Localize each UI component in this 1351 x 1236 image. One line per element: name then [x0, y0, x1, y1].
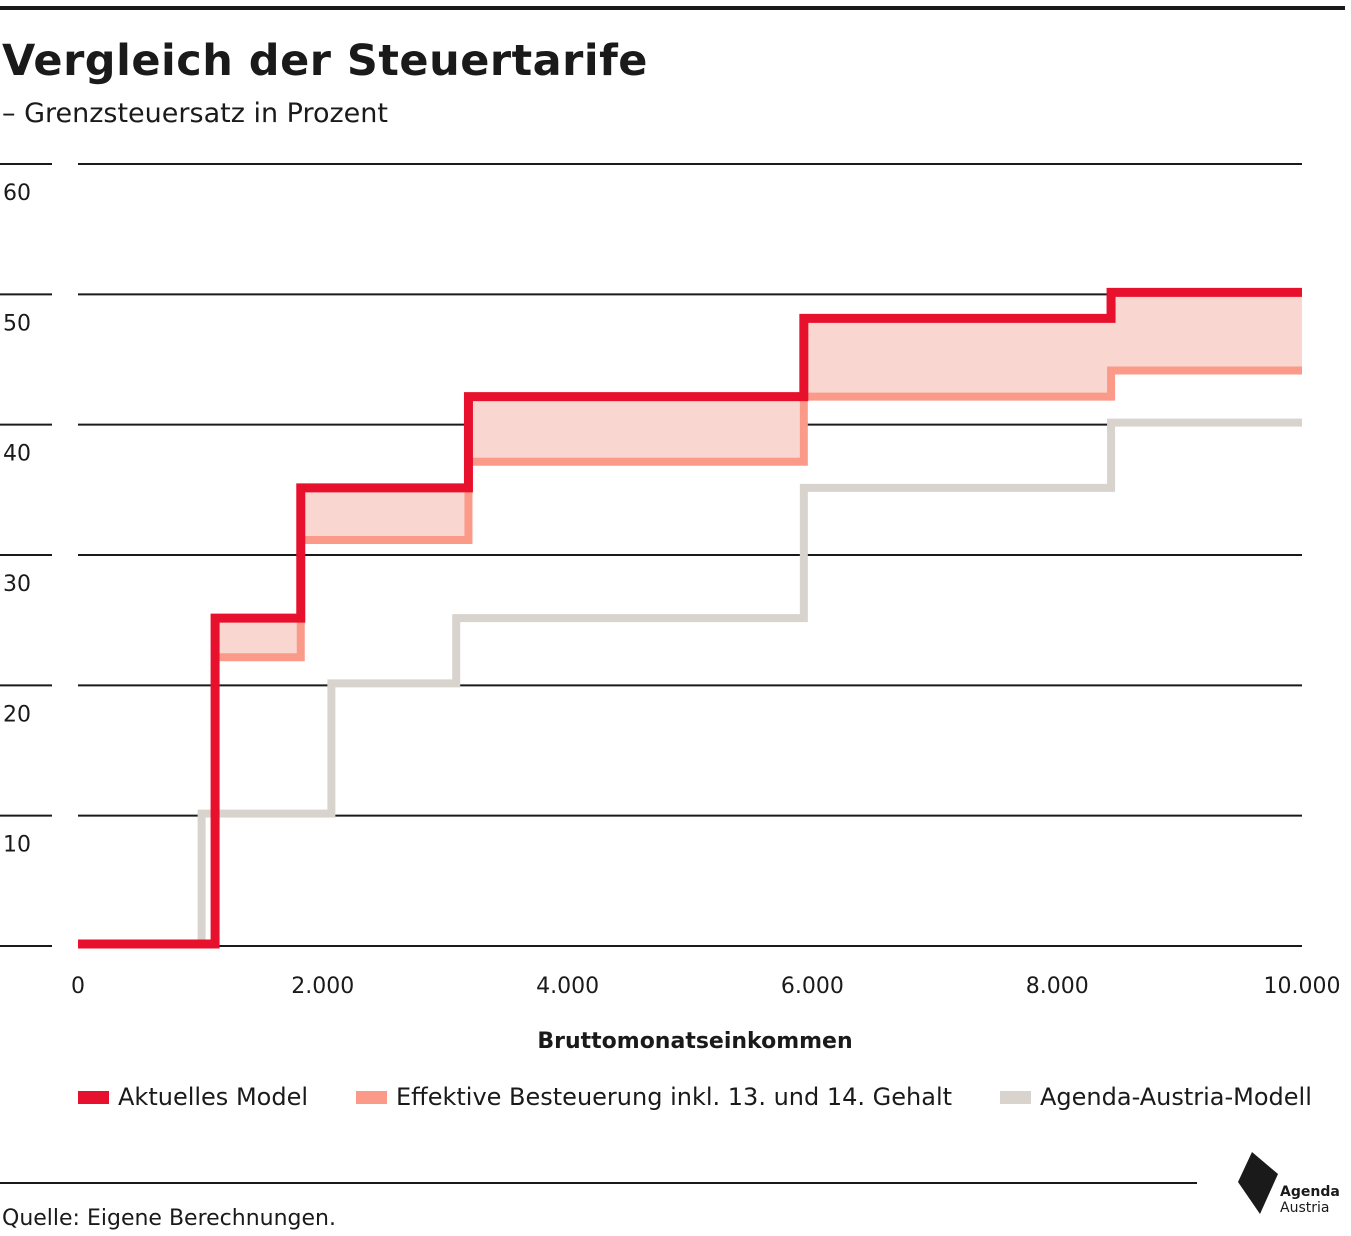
x-tick-labels: 0 2.000 4.000 6.000 8.000 10.000: [71, 974, 1340, 999]
x-tick-label: 0: [71, 974, 85, 999]
y-tick-label: 10: [3, 833, 31, 858]
shaded-band-layer: [215, 292, 1302, 658]
legend-label-agenda: Agenda-Austria-Modell: [1040, 1083, 1312, 1111]
y-tick-label: 60: [3, 181, 31, 206]
chart-title: Vergleich der Steuertarife: [2, 36, 648, 86]
series-line-agenda: [197, 418, 1302, 944]
grid-layer: [0, 163, 1302, 947]
series-line-aktuell: [78, 287, 1302, 949]
legend-item-aktuell: Aktuelles Model: [78, 1083, 308, 1111]
y-tick-label: 50: [3, 311, 31, 336]
legend-swatch-effektiv: [356, 1090, 387, 1104]
y-tick-label: 40: [3, 442, 31, 467]
y-tick-label: 30: [3, 572, 31, 597]
logo-line1: Agenda: [1280, 1184, 1340, 1200]
legend-item-effektiv: Effektive Besteuerung inkl. 13. und 14. …: [356, 1083, 952, 1111]
x-tick-label: 10.000: [1264, 974, 1341, 999]
x-tick-label: 4.000: [536, 974, 599, 999]
top-rule: [0, 6, 1345, 10]
x-tick-label: 2.000: [291, 974, 354, 999]
legend-item-agenda: Agenda-Austria-Modell: [1000, 1083, 1312, 1111]
x-axis-label: Bruttomonatseinkommen: [537, 1029, 852, 1054]
bottom-rule: [0, 1182, 1197, 1184]
logo-mark-icon: [1238, 1152, 1278, 1214]
legend-label-aktuell: Aktuelles Model: [118, 1083, 308, 1111]
legend-swatch-aktuell: [78, 1090, 109, 1104]
x-tick-label: 6.000: [781, 974, 844, 999]
legend-swatch-agenda: [1000, 1090, 1031, 1104]
chart-subtitle: – Grenzsteuersatz in Prozent: [2, 98, 388, 129]
source-note: Quelle: Eigene Berechnungen.: [2, 1206, 336, 1231]
legend-label-effektiv: Effektive Besteuerung inkl. 13. und 14. …: [396, 1083, 953, 1111]
shaded-band: [215, 292, 1302, 658]
y-tick-label: 20: [3, 702, 31, 727]
logo-text: Agenda Austria: [1280, 1184, 1340, 1216]
logo-line2: Austria: [1280, 1200, 1330, 1216]
x-tick-label: 8.000: [1026, 974, 1089, 999]
series-layer: [78, 287, 1302, 949]
y-tick-labels: 10 20 30 40 50 60: [3, 181, 31, 858]
legend: Aktuelles Model Effektive Besteuerung in…: [0, 1083, 1351, 1117]
agenda-austria-logo: Agenda Austria: [1238, 1152, 1348, 1222]
